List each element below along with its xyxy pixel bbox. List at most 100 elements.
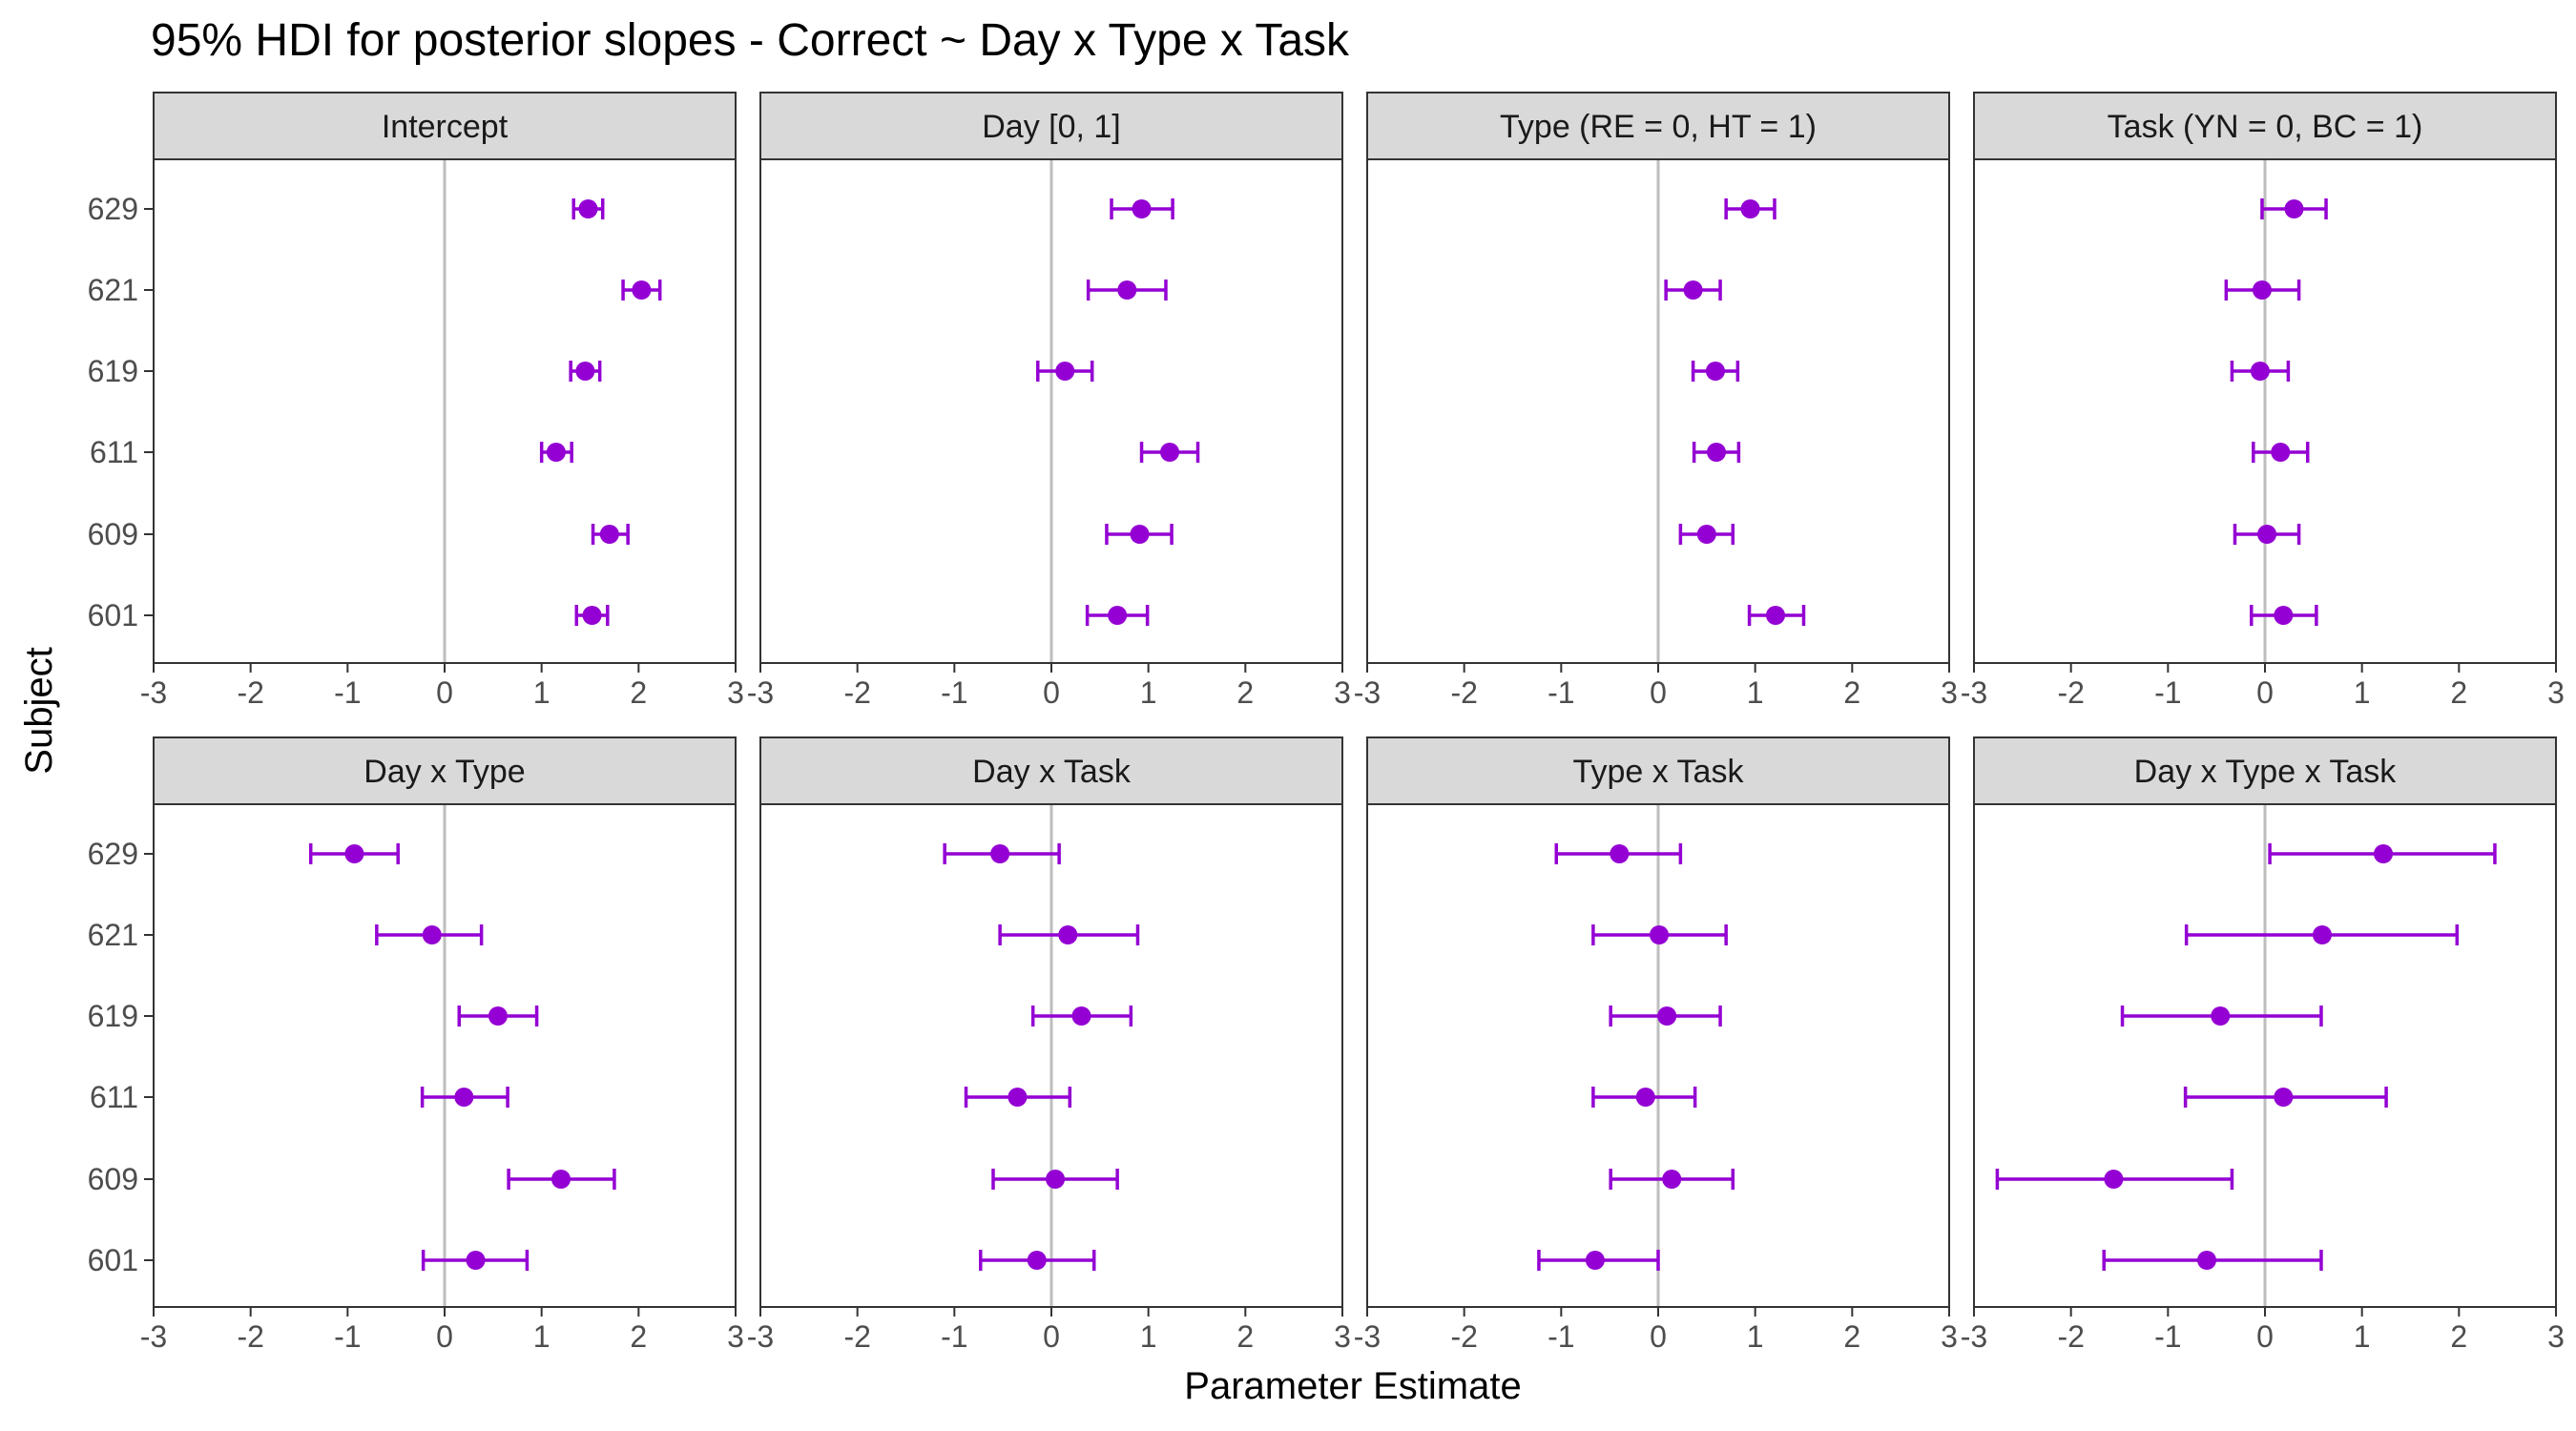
data-point xyxy=(2257,525,2277,544)
data-point xyxy=(632,280,652,300)
data-point xyxy=(578,199,598,218)
x-tick-label: 2 xyxy=(2450,675,2467,710)
facet-strip xyxy=(153,736,737,805)
data-point xyxy=(1046,1170,1066,1189)
data-point xyxy=(2104,1170,2124,1189)
x-tick-label: -2 xyxy=(1450,675,1477,710)
data-point xyxy=(599,525,619,544)
y-tick-label: 609 xyxy=(88,1162,138,1196)
facets-group: Intercept-3 -2 -1 0 1 2 3629621619611609601Day… xyxy=(88,92,2565,1354)
facet-strip-label: Type x Task xyxy=(1573,754,1745,790)
facet-panel: Day x Task -3 -2 -1 0 1 2 3 xyxy=(747,736,1351,1354)
data-point xyxy=(1683,280,1703,300)
x-tick-label: 3 xyxy=(727,675,744,710)
x-tick-label: -1 xyxy=(941,675,967,710)
data-point xyxy=(2211,1006,2231,1026)
x-tick-label: 1 xyxy=(1140,1319,1157,1354)
facet-strip-label: Type (RE = 0, HT = 1) xyxy=(1500,109,1817,145)
x-tick-label: -2 xyxy=(2057,675,2084,710)
y-tick-label: 621 xyxy=(88,918,138,952)
facet-panel: Day x Type -3 -2 -1 0 1 2 3 629 621 619 611 609 601 xyxy=(88,736,744,1354)
data-point xyxy=(2271,443,2291,462)
x-tick-label: -1 xyxy=(334,675,361,710)
x-tick-label: 0 xyxy=(436,675,453,710)
facet-strip-label: Day x Type x Task xyxy=(2134,754,2398,790)
y-tick-label: 621 xyxy=(88,273,138,307)
x-tick-label: 0 xyxy=(1650,1319,1667,1354)
data-point xyxy=(1650,925,1670,944)
data-point xyxy=(1117,280,1137,300)
data-point xyxy=(1108,606,1128,625)
x-tick-label: -2 xyxy=(843,1319,870,1354)
y-tick-label: 629 xyxy=(88,192,138,226)
data-point xyxy=(1657,1006,1677,1026)
x-tick-label: 2 xyxy=(630,675,647,710)
x-tick-label: -3 xyxy=(1354,1319,1381,1354)
data-point xyxy=(2284,199,2304,218)
data-point xyxy=(2274,1088,2294,1107)
x-tick-label: 3 xyxy=(2547,675,2565,710)
data-point xyxy=(546,443,566,462)
x-tick-label: 0 xyxy=(1650,675,1667,710)
data-point xyxy=(1130,525,1150,544)
x-tick-label: -2 xyxy=(237,675,263,710)
y-tick-label: 601 xyxy=(88,598,138,633)
data-point xyxy=(1027,1251,1047,1270)
data-point xyxy=(2197,1251,2216,1270)
x-tick-label: 2 xyxy=(1236,675,1254,710)
x-tick-label: 1 xyxy=(2354,675,2371,710)
x-tick-label: -1 xyxy=(1548,1319,1574,1354)
x-tick-label: -1 xyxy=(334,1319,361,1354)
x-tick-label: 2 xyxy=(1843,1319,1860,1354)
facet-panel: Intercept -3 -2 -1 0 1 2 3 629 621 619 611 609 601 xyxy=(88,92,744,710)
x-tick-label: 3 xyxy=(1941,675,1958,710)
x-tick-label: -2 xyxy=(843,675,870,710)
x-tick-label: 0 xyxy=(1043,675,1060,710)
data-point xyxy=(2252,280,2272,300)
x-tick-label: 1 xyxy=(1747,1319,1764,1354)
data-point xyxy=(1696,525,1716,544)
facet-panel: Task (YN = 0, BC = 1) -3 -2 -1 0 1 2 3 xyxy=(1961,92,2565,710)
x-tick-label: 3 xyxy=(2547,1319,2565,1354)
x-tick-label: 0 xyxy=(2256,675,2274,710)
data-point xyxy=(454,1088,474,1107)
data-point xyxy=(1055,362,1075,381)
facet-strip-label: Day [0, 1] xyxy=(982,109,1121,145)
y-tick-label: 609 xyxy=(88,517,138,551)
data-point xyxy=(1071,1006,1091,1026)
data-point xyxy=(2312,925,2332,944)
x-tick-label: 3 xyxy=(1941,1319,1958,1354)
facet-strip-label: Intercept xyxy=(382,109,509,145)
data-point xyxy=(2250,362,2270,381)
x-tick-label: 2 xyxy=(630,1319,647,1354)
data-point xyxy=(1662,1170,1682,1189)
x-tick-label: 2 xyxy=(2450,1319,2467,1354)
facet-panel: Day x Type x Task -3 -2 -1 0 1 2 3 xyxy=(1961,736,2565,1354)
facet-strip-label: Day x Task xyxy=(972,754,1132,790)
x-tick-label: 3 xyxy=(1334,1319,1351,1354)
x-tick-label: 1 xyxy=(1140,675,1157,710)
data-point xyxy=(466,1251,486,1270)
data-point xyxy=(2374,844,2394,863)
data-point xyxy=(1008,1088,1028,1107)
x-tick-label: -1 xyxy=(2154,1319,2181,1354)
data-point xyxy=(1707,443,1726,462)
data-point xyxy=(575,362,595,381)
facet-strip xyxy=(1973,736,2557,805)
data-point xyxy=(582,606,602,625)
y-tick-label: 601 xyxy=(88,1243,138,1277)
x-tick-label: 1 xyxy=(1747,675,1764,710)
y-axis-label: Subject xyxy=(18,647,60,774)
data-point xyxy=(1740,199,1760,218)
data-point xyxy=(1635,1088,1655,1107)
x-tick-label: -1 xyxy=(941,1319,967,1354)
x-tick-label: 3 xyxy=(1334,675,1351,710)
data-point xyxy=(344,844,364,863)
x-tick-label: 0 xyxy=(2256,1319,2274,1354)
x-tick-label: -2 xyxy=(1450,1319,1477,1354)
x-tick-label: 0 xyxy=(436,1319,453,1354)
x-tick-label: -2 xyxy=(2057,1319,2084,1354)
data-point xyxy=(551,1170,571,1189)
x-tick-label: -3 xyxy=(140,675,167,710)
